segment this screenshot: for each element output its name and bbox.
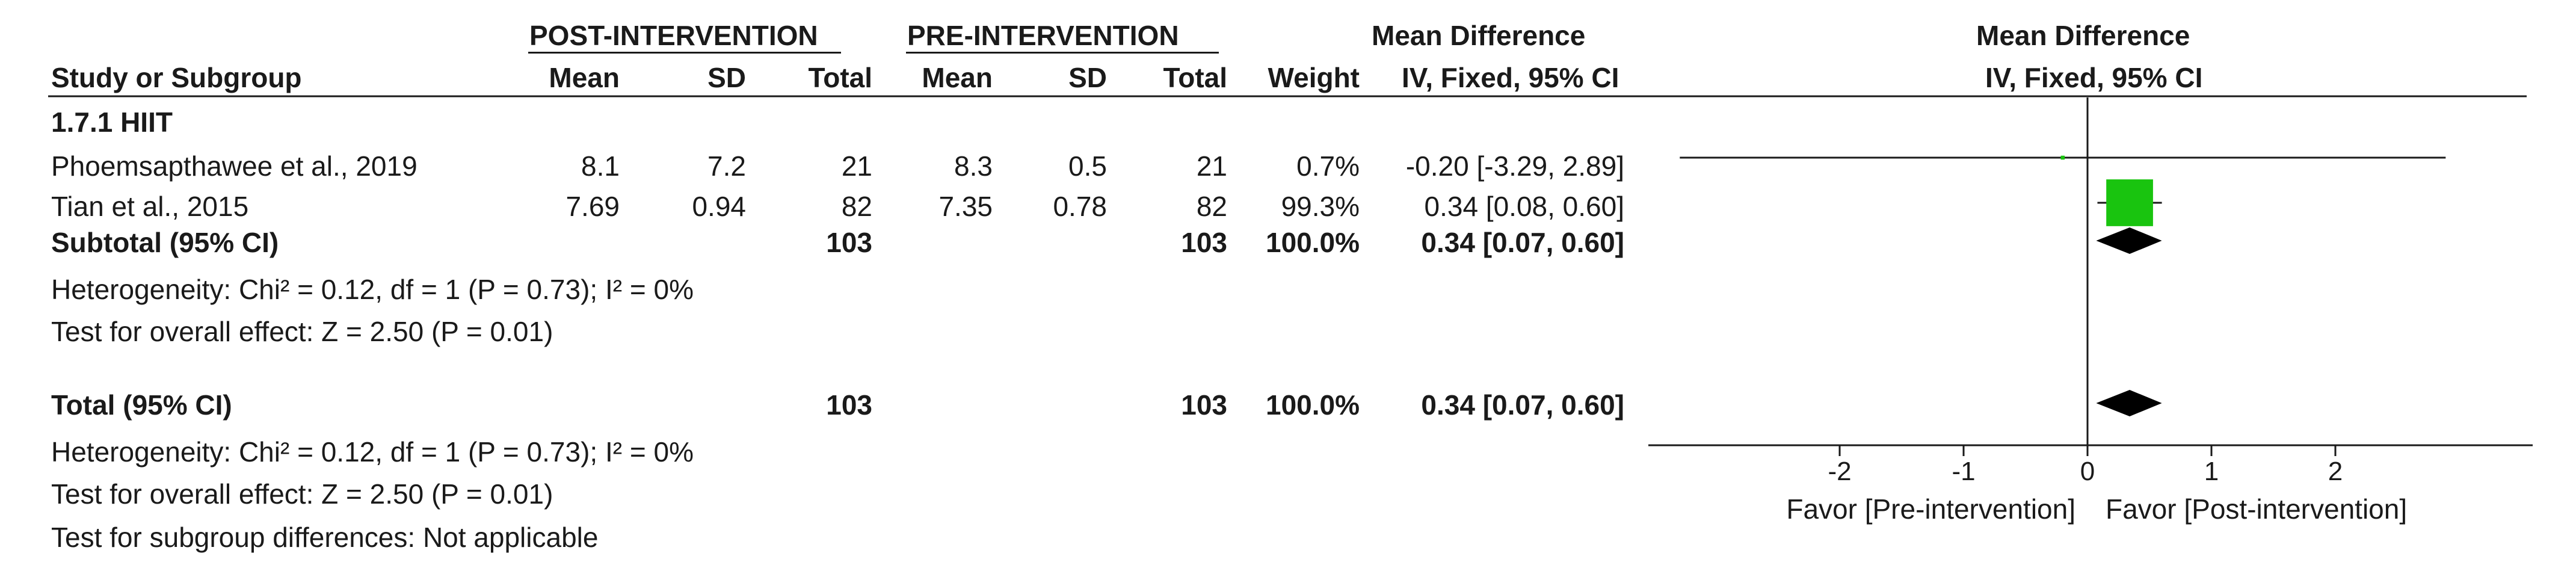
total-ci-text: 0.34 [0.07, 0.60]: [1421, 389, 1624, 421]
favor-pre-label: Favor [Pre-intervention]: [1786, 493, 2075, 525]
study-2-pre-total: 82: [1196, 191, 1227, 222]
header-pre-total: Total: [1163, 62, 1227, 93]
study-name-1: Phoemsapthawee et al., 2019: [51, 150, 418, 182]
subtotal-diamond: [2096, 227, 2162, 254]
total-label: Total (95% CI): [51, 389, 232, 421]
x-tick-label: 2: [2328, 457, 2343, 486]
study-1-pre-total: 21: [1196, 150, 1227, 182]
subgroup-heterogeneity: Heterogeneity: Chi² = 0.12, df = 1 (P = …: [51, 274, 694, 305]
header-post-total: Total: [808, 62, 872, 93]
total-pre-total: 103: [1181, 389, 1227, 421]
study-1-pre-mean: 8.3: [954, 150, 993, 182]
subtotal-label: Subtotal (95% CI): [51, 227, 279, 258]
header-plot-mean-difference: Mean Difference: [1976, 20, 2190, 51]
subtotal-weight: 100.0%: [1265, 227, 1360, 258]
header-post-sd: SD: [707, 62, 746, 93]
x-tick-label: -2: [1828, 457, 1851, 486]
header-post-intervention: POST-INTERVENTION: [529, 20, 818, 51]
underline-pre: [906, 52, 1219, 54]
header-weight: Weight: [1268, 62, 1360, 93]
subtotal-pre-total: 103: [1181, 227, 1227, 258]
subtotal-ci-text: 0.34 [0.07, 0.60]: [1421, 227, 1624, 258]
study-square: [2060, 155, 2065, 160]
study-2-weight: 99.3%: [1281, 191, 1360, 222]
study-2-pre-mean: 7.35: [938, 191, 993, 222]
study-1-ci-text: -0.20 [-3.29, 2.89]: [1405, 150, 1624, 182]
underline-post: [528, 52, 841, 54]
subtotal-post-total: 103: [826, 227, 872, 258]
study-1-post-mean: 8.1: [581, 150, 620, 182]
header-pre-intervention: PRE-INTERVENTION: [907, 20, 1179, 51]
subgroup-label: 1.7.1 HIIT: [51, 106, 173, 138]
total-heterogeneity: Heterogeneity: Chi² = 0.12, df = 1 (P = …: [51, 436, 694, 468]
study-2-pre-sd: 0.78: [1053, 191, 1107, 222]
study-1-post-sd: 7.2: [707, 150, 746, 182]
header-post-mean: Mean: [549, 62, 620, 93]
study-1-pre-sd: 0.5: [1068, 150, 1107, 182]
study-name-2: Tian et al., 2015: [51, 191, 249, 222]
study-1-weight: 0.7%: [1296, 150, 1360, 182]
study-square: [2106, 179, 2153, 226]
subgroup-overall-effect: Test for overall effect: Z = 2.50 (P = 0…: [51, 316, 553, 347]
study-2-post-total: 82: [841, 191, 872, 222]
header-pre-sd: SD: [1068, 62, 1107, 93]
header-study-or-subgroup: Study or Subgroup: [51, 62, 302, 93]
x-tick-label: -1: [1952, 457, 1975, 486]
subgroup-differences: Test for subgroup differences: Not appli…: [51, 522, 599, 553]
total-weight: 100.0%: [1265, 389, 1360, 421]
total-post-total: 103: [826, 389, 872, 421]
x-tick-label: 1: [2204, 457, 2219, 486]
study-2-post-sd: 0.94: [692, 191, 746, 222]
total-diamond: [2096, 390, 2162, 416]
study-2-post-mean: 7.69: [565, 191, 620, 222]
header-plot-method: IV, Fixed, 95% CI: [1985, 62, 2203, 93]
x-tick-label: 0: [2080, 457, 2095, 486]
header-mean-difference: Mean Difference: [1372, 20, 1586, 51]
study-2-ci-text: 0.34 [0.08, 0.60]: [1424, 191, 1625, 222]
favor-post-label: Favor [Post-intervention]: [2106, 493, 2408, 525]
total-overall-effect: Test for overall effect: Z = 2.50 (P = 0…: [51, 478, 553, 510]
header-md-method: IV, Fixed, 95% CI: [1402, 62, 1619, 93]
study-1-post-total: 21: [841, 150, 872, 182]
header-pre-mean: Mean: [922, 62, 993, 93]
